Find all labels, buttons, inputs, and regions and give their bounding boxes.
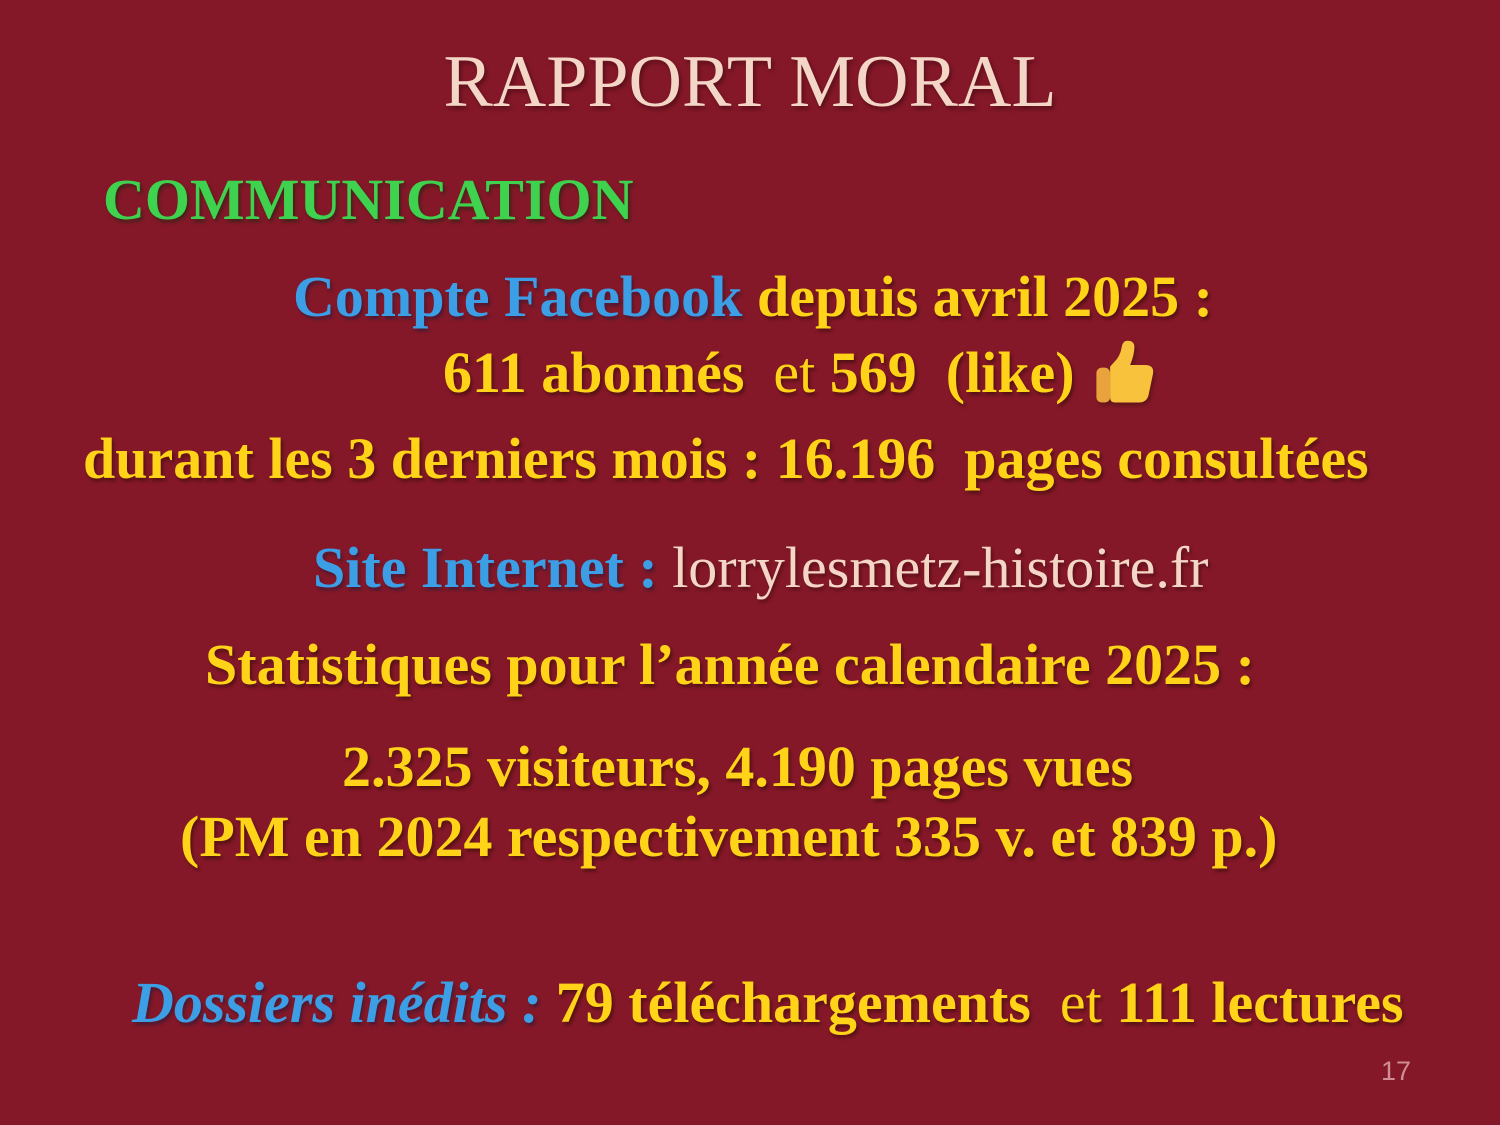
- subscribers-line: 611 abonnés et 569 (like): [443, 340, 1165, 412]
- visitors-text: 2.325 visiteurs, 4.190 pages vues: [342, 734, 1134, 799]
- dossiers-label: Dossiers inédits :: [132, 970, 556, 1035]
- subscribers-count: 611 abonnés: [443, 340, 759, 405]
- visitors-line: 2.325 visiteurs, 4.190 pages vues: [342, 738, 1133, 796]
- thumbs-up-icon: [1095, 340, 1153, 403]
- activity-line: durant les 3 derniers mois : 16.196 page…: [83, 430, 1369, 488]
- stats-heading-line: Statistiques pour l’année calendaire 202…: [205, 636, 1255, 694]
- dossiers-reads: 111 lectures: [1116, 970, 1404, 1035]
- page-number: 17: [1381, 1056, 1412, 1086]
- facebook-line: Compte Facebook depuis avril 2025 :: [293, 268, 1213, 326]
- website-label: Site Internet :: [313, 535, 673, 600]
- previous-year-text: (PM en 2024 respectivement 335 v. et 839…: [180, 804, 1278, 869]
- facebook-since-text: depuis avril 2025 :: [742, 264, 1213, 329]
- subscribers-et-text: et: [758, 340, 830, 405]
- communication-heading-label: COMMUNICATION: [103, 167, 634, 232]
- likes-label: (like): [916, 340, 1075, 405]
- dossiers-et-text: et: [1045, 970, 1117, 1035]
- stats-heading: Statistiques pour l’année calendaire 202…: [205, 632, 1255, 697]
- section-heading-communication: COMMUNICATION: [103, 171, 634, 229]
- dossiers-downloads: 79 téléchargements: [555, 970, 1046, 1035]
- facebook-account-label: Compte Facebook: [293, 264, 743, 329]
- likes-count: 569: [829, 340, 917, 405]
- slide-title: RAPPORT MORAL: [443, 41, 1057, 123]
- previous-year-line: (PM en 2024 respectivement 335 v. et 839…: [180, 808, 1277, 866]
- activity-text: durant les 3 derniers mois : 16.196 page…: [83, 426, 1369, 491]
- website-url: lorrylesmetz-histoire.fr: [672, 535, 1209, 600]
- website-line: Site Internet : lorrylesmetz-histoire.fr: [313, 539, 1209, 597]
- dossiers-line: Dossiers inédits : 79 téléchargements et…: [132, 974, 1404, 1032]
